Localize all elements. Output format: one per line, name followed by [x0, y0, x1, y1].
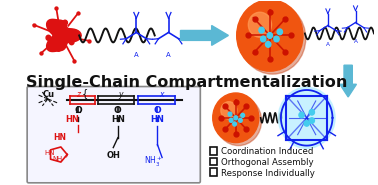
Text: $\mathregular{\{}$: $\mathregular{\{}$	[81, 87, 88, 101]
Circle shape	[241, 113, 245, 117]
Circle shape	[278, 87, 335, 148]
Text: O: O	[153, 106, 161, 115]
Text: HN: HN	[150, 115, 164, 124]
Circle shape	[63, 20, 67, 25]
Circle shape	[248, 12, 271, 37]
Circle shape	[304, 121, 309, 126]
FancyBboxPatch shape	[210, 147, 217, 154]
FancyBboxPatch shape	[210, 168, 217, 176]
Text: HN: HN	[53, 133, 67, 142]
Circle shape	[309, 110, 314, 115]
Text: y: y	[118, 90, 122, 99]
Circle shape	[267, 33, 273, 38]
Text: NH$^+$: NH$^+$	[51, 154, 68, 164]
Text: Response Individually: Response Individually	[221, 169, 315, 178]
Text: OH: OH	[107, 151, 121, 159]
Circle shape	[274, 36, 279, 42]
Text: Orthogonal Assembly: Orthogonal Assembly	[221, 158, 314, 167]
Circle shape	[69, 40, 74, 45]
Text: HN: HN	[111, 115, 125, 124]
FancyBboxPatch shape	[27, 87, 200, 183]
Circle shape	[237, 0, 303, 71]
Circle shape	[71, 31, 76, 36]
Text: z: z	[76, 90, 81, 99]
Circle shape	[260, 36, 266, 42]
Text: A: A	[134, 52, 139, 58]
Circle shape	[215, 96, 262, 146]
Circle shape	[239, 3, 306, 74]
Circle shape	[228, 112, 232, 116]
Circle shape	[309, 118, 314, 123]
Circle shape	[229, 118, 233, 122]
FancyBboxPatch shape	[210, 157, 217, 165]
Text: O: O	[74, 106, 82, 115]
Circle shape	[56, 46, 61, 51]
Circle shape	[265, 41, 271, 47]
Text: Cu: Cu	[42, 90, 54, 99]
Text: A: A	[166, 52, 171, 58]
Circle shape	[234, 116, 238, 120]
Text: Single-Chain Compartmentalization: Single-Chain Compartmentalization	[26, 75, 348, 90]
Text: HN: HN	[44, 149, 55, 156]
Text: x: x	[159, 90, 164, 99]
Text: A: A	[353, 39, 358, 44]
Polygon shape	[340, 65, 356, 97]
Circle shape	[46, 35, 51, 40]
Text: NH$_3^+$: NH$_3^+$	[144, 155, 162, 169]
Circle shape	[52, 21, 57, 26]
Text: Coordination Induced: Coordination Induced	[221, 147, 313, 156]
Text: HN: HN	[65, 115, 79, 124]
Circle shape	[239, 118, 242, 122]
Polygon shape	[46, 19, 81, 52]
Circle shape	[259, 27, 264, 33]
Text: O: O	[114, 106, 122, 115]
Polygon shape	[181, 26, 228, 45]
Circle shape	[213, 93, 259, 143]
Circle shape	[299, 112, 304, 118]
Circle shape	[221, 102, 237, 119]
Text: A: A	[326, 42, 330, 47]
Circle shape	[233, 122, 237, 126]
Circle shape	[277, 29, 282, 35]
